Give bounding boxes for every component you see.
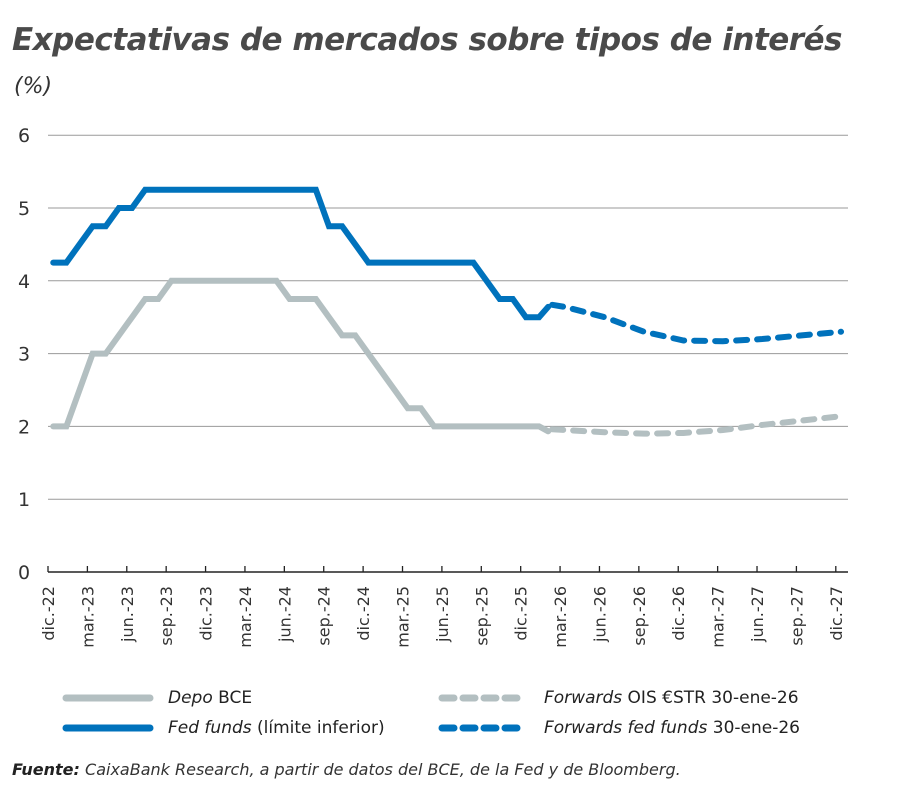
legend-swatch [438, 694, 530, 702]
x-tick-label: mar.-26 [551, 586, 570, 648]
legend-label: OIS €STR 30-ene-26 [622, 688, 799, 708]
x-tick-label: dic.-26 [669, 586, 688, 641]
y-tick-label: 3 [18, 344, 30, 366]
legend-label-italic: Forwards fed funds [544, 718, 708, 738]
source-text: CaixaBank Research, a partir de datos de… [79, 760, 681, 779]
source-label: Fuente: [12, 760, 80, 779]
source-note: Fuente: CaixaBank Research, a partir de … [12, 760, 681, 779]
y-tick-label: 5 [18, 198, 30, 220]
legend-item-fed-funds: Fed funds (límite inferior) [62, 718, 385, 738]
x-tick-label: dic.-27 [827, 586, 846, 641]
legend-item-depo-bce: Depo BCE [62, 688, 252, 708]
legend-swatch [438, 724, 530, 732]
y-tick-label: 0 [18, 562, 30, 584]
x-tick-label: sep.-24 [315, 586, 334, 646]
x-tick-label: dic.-25 [512, 586, 531, 641]
y-axis-unit: (%) [14, 74, 53, 99]
x-tick-label: sep.-25 [472, 586, 491, 646]
series-line-fed-funds-l-mite-inferior- [50, 186, 552, 321]
legend-label-italic: Forwards [544, 688, 623, 708]
y-tick-label: 6 [18, 125, 30, 147]
x-tick-label: sep.-23 [157, 586, 176, 646]
y-tick-label: 4 [18, 271, 30, 293]
x-tick-label: sep.-27 [787, 586, 806, 646]
legend-item-forwards-ois: Forwards OIS €STR 30-ene-26 [438, 688, 799, 708]
x-tick-label: dic.-22 [39, 586, 58, 641]
legend-swatch [62, 694, 154, 702]
legend-label: (límite inferior) [251, 718, 385, 738]
series-line-forwards-fed-funds-30-ene-26 [549, 301, 845, 345]
chart-title: Expectativas de mercados sobre tipos de … [12, 22, 843, 58]
x-tick-label: jun.-26 [590, 586, 609, 643]
x-tick-label: dic.-24 [354, 586, 373, 641]
legend-label-italic: Fed funds [168, 718, 252, 738]
legend-item-forwards-fed: Forwards fed funds 30-ene-26 [438, 718, 800, 738]
x-tick-label: jun.-27 [748, 586, 767, 643]
x-tick-label: mar.-23 [78, 586, 97, 648]
y-tick-label: 2 [18, 416, 30, 438]
legend-label-italic: Depo [168, 688, 213, 708]
x-tick-label: mar.-24 [236, 586, 255, 648]
x-tick-label: dic.-23 [197, 586, 216, 641]
x-tick-label: mar.-27 [709, 586, 728, 648]
legend-label: 30-ene-26 [707, 718, 800, 738]
legend-label: BCE [212, 688, 253, 708]
x-tick-label: jun.-24 [275, 586, 294, 643]
x-tick-label: mar.-25 [394, 586, 413, 648]
legend-swatch [62, 724, 154, 732]
x-tick-label: jun.-23 [118, 586, 137, 643]
y-tick-label: 1 [18, 489, 30, 511]
series-line-forwards-ois-str-30-ene-26 [549, 413, 845, 437]
series-line-depo-bce [50, 277, 552, 435]
line-chart: 0 1 2 3 4 5 6 dic.-22 mar.-23 jun.-23 sep.-23 dic.-… [18, 125, 848, 648]
x-tick-label: jun.-25 [433, 586, 452, 643]
x-tick-label: sep.-26 [630, 586, 649, 646]
